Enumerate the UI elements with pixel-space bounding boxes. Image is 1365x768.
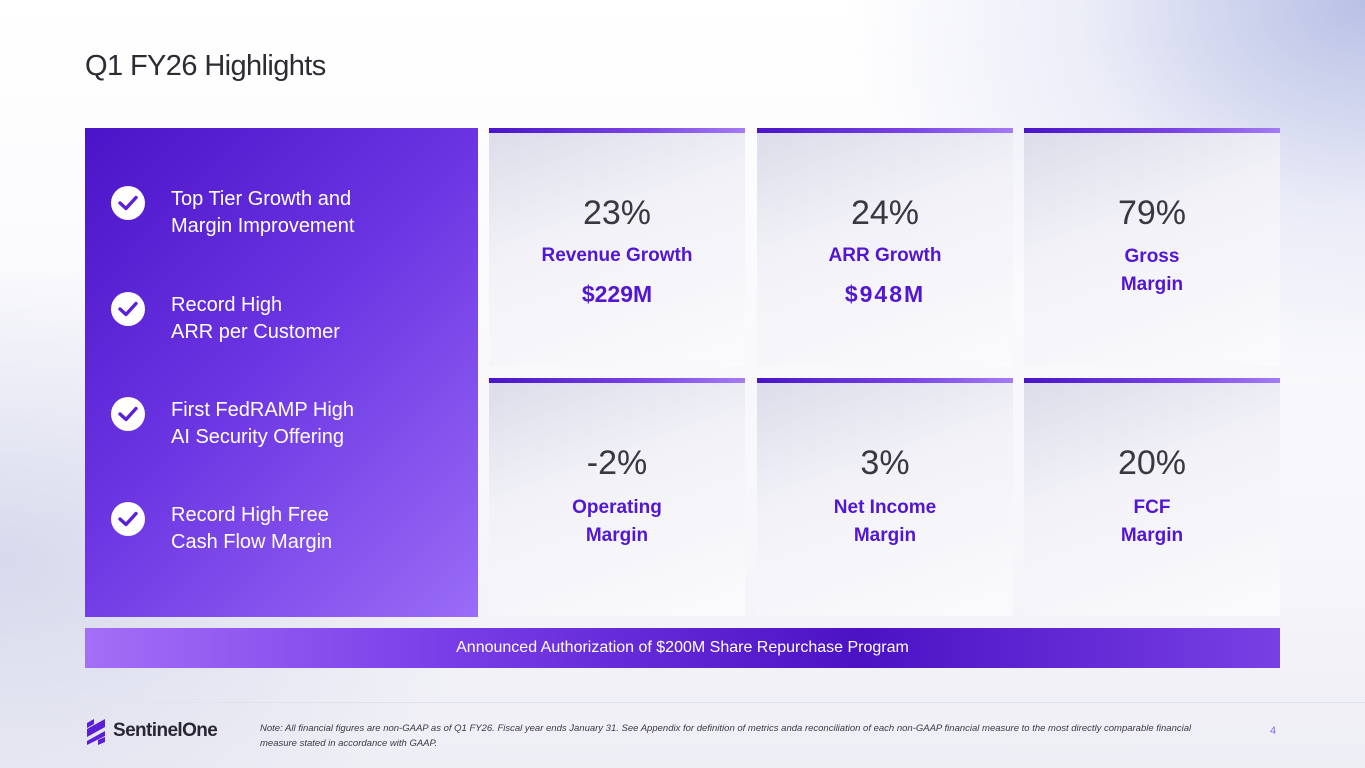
metric-value: 79%: [1117, 194, 1187, 232]
page-title: Q1 FY26 Highlights: [85, 50, 326, 82]
metric-label-line: FCF: [1133, 497, 1171, 518]
metric-label-line: Margin: [585, 525, 649, 546]
metric-value: 24%: [850, 194, 920, 232]
highlights-panel: Top Tier Growth and Margin Improvement R…: [85, 128, 478, 617]
highlight-line: AI Security Offering: [171, 426, 345, 448]
highlight-line: Cash Flow Margin: [171, 531, 333, 553]
metric-card-fcf-margin: 20% FCF Margin: [1024, 378, 1280, 616]
highlight-line: ARR per Customer: [171, 321, 340, 343]
checkmark-icon: [111, 292, 145, 326]
metric-label: FCF Margin: [1024, 494, 1280, 550]
highlight-text: Record High Free Cash Flow Margin: [171, 502, 451, 556]
metric-card-operating-margin: -2% Operating Margin: [489, 378, 745, 616]
checkmark-icon: [111, 397, 145, 431]
metric-card-net-income-margin: 3% Net Income Margin: [757, 378, 1013, 616]
metric-label: Operating Margin: [489, 494, 745, 550]
footer-divider: [0, 702, 1365, 703]
footnote: Note: All financial figures are non-GAAP…: [260, 723, 1192, 749]
highlight-text: First FedRAMP High AI Security Offering: [171, 397, 451, 451]
metric-label: Revenue Growth: [541, 245, 693, 266]
highlight-text: Record High ARR per Customer: [171, 292, 451, 346]
logo-wordmark: SentinelOne: [113, 720, 218, 741]
metric-amount: $229M: [581, 281, 653, 307]
checkmark-icon: [111, 186, 145, 220]
sentinelone-logo-icon: [87, 719, 105, 745]
highlight-line: Margin Improvement: [171, 215, 355, 237]
metric-amount: $948M: [844, 281, 926, 307]
metric-label: ARR Growth: [828, 245, 942, 266]
metric-label-line: Net Income: [833, 497, 937, 518]
metric-label-line: Operating: [572, 497, 662, 518]
metric-label-line: Margin: [853, 525, 917, 546]
metric-value: -2%: [586, 444, 648, 482]
metric-label-line: Margin: [1120, 274, 1184, 295]
highlight-line: Top Tier Growth and: [171, 188, 352, 210]
announcement-banner: Announced Authorization of $200M Share R…: [85, 628, 1280, 668]
metric-card-arr-growth: 24% ARR Growth $948M: [757, 128, 1013, 366]
highlight-line: Record High: [171, 294, 283, 316]
metric-value: 3%: [860, 444, 910, 482]
metric-card-gross-margin: 79% Gross Margin: [1024, 128, 1280, 366]
metric-label: Net Income Margin: [757, 494, 1013, 550]
metric-value: 20%: [1117, 444, 1187, 482]
metric-label: Gross Margin: [1024, 243, 1280, 299]
metric-value: 23%: [582, 194, 652, 232]
metric-label-line: Margin: [1120, 525, 1184, 546]
highlight-line: Record High Free: [171, 504, 329, 526]
metric-label-line: Gross: [1124, 246, 1180, 267]
page-number: 4: [1270, 725, 1277, 737]
checkmark-icon: [111, 502, 145, 536]
highlight-line: First FedRAMP High: [171, 399, 355, 421]
highlight-text: Top Tier Growth and Margin Improvement: [171, 186, 451, 240]
metric-card-revenue-growth: 23% Revenue Growth $229M: [489, 128, 745, 366]
